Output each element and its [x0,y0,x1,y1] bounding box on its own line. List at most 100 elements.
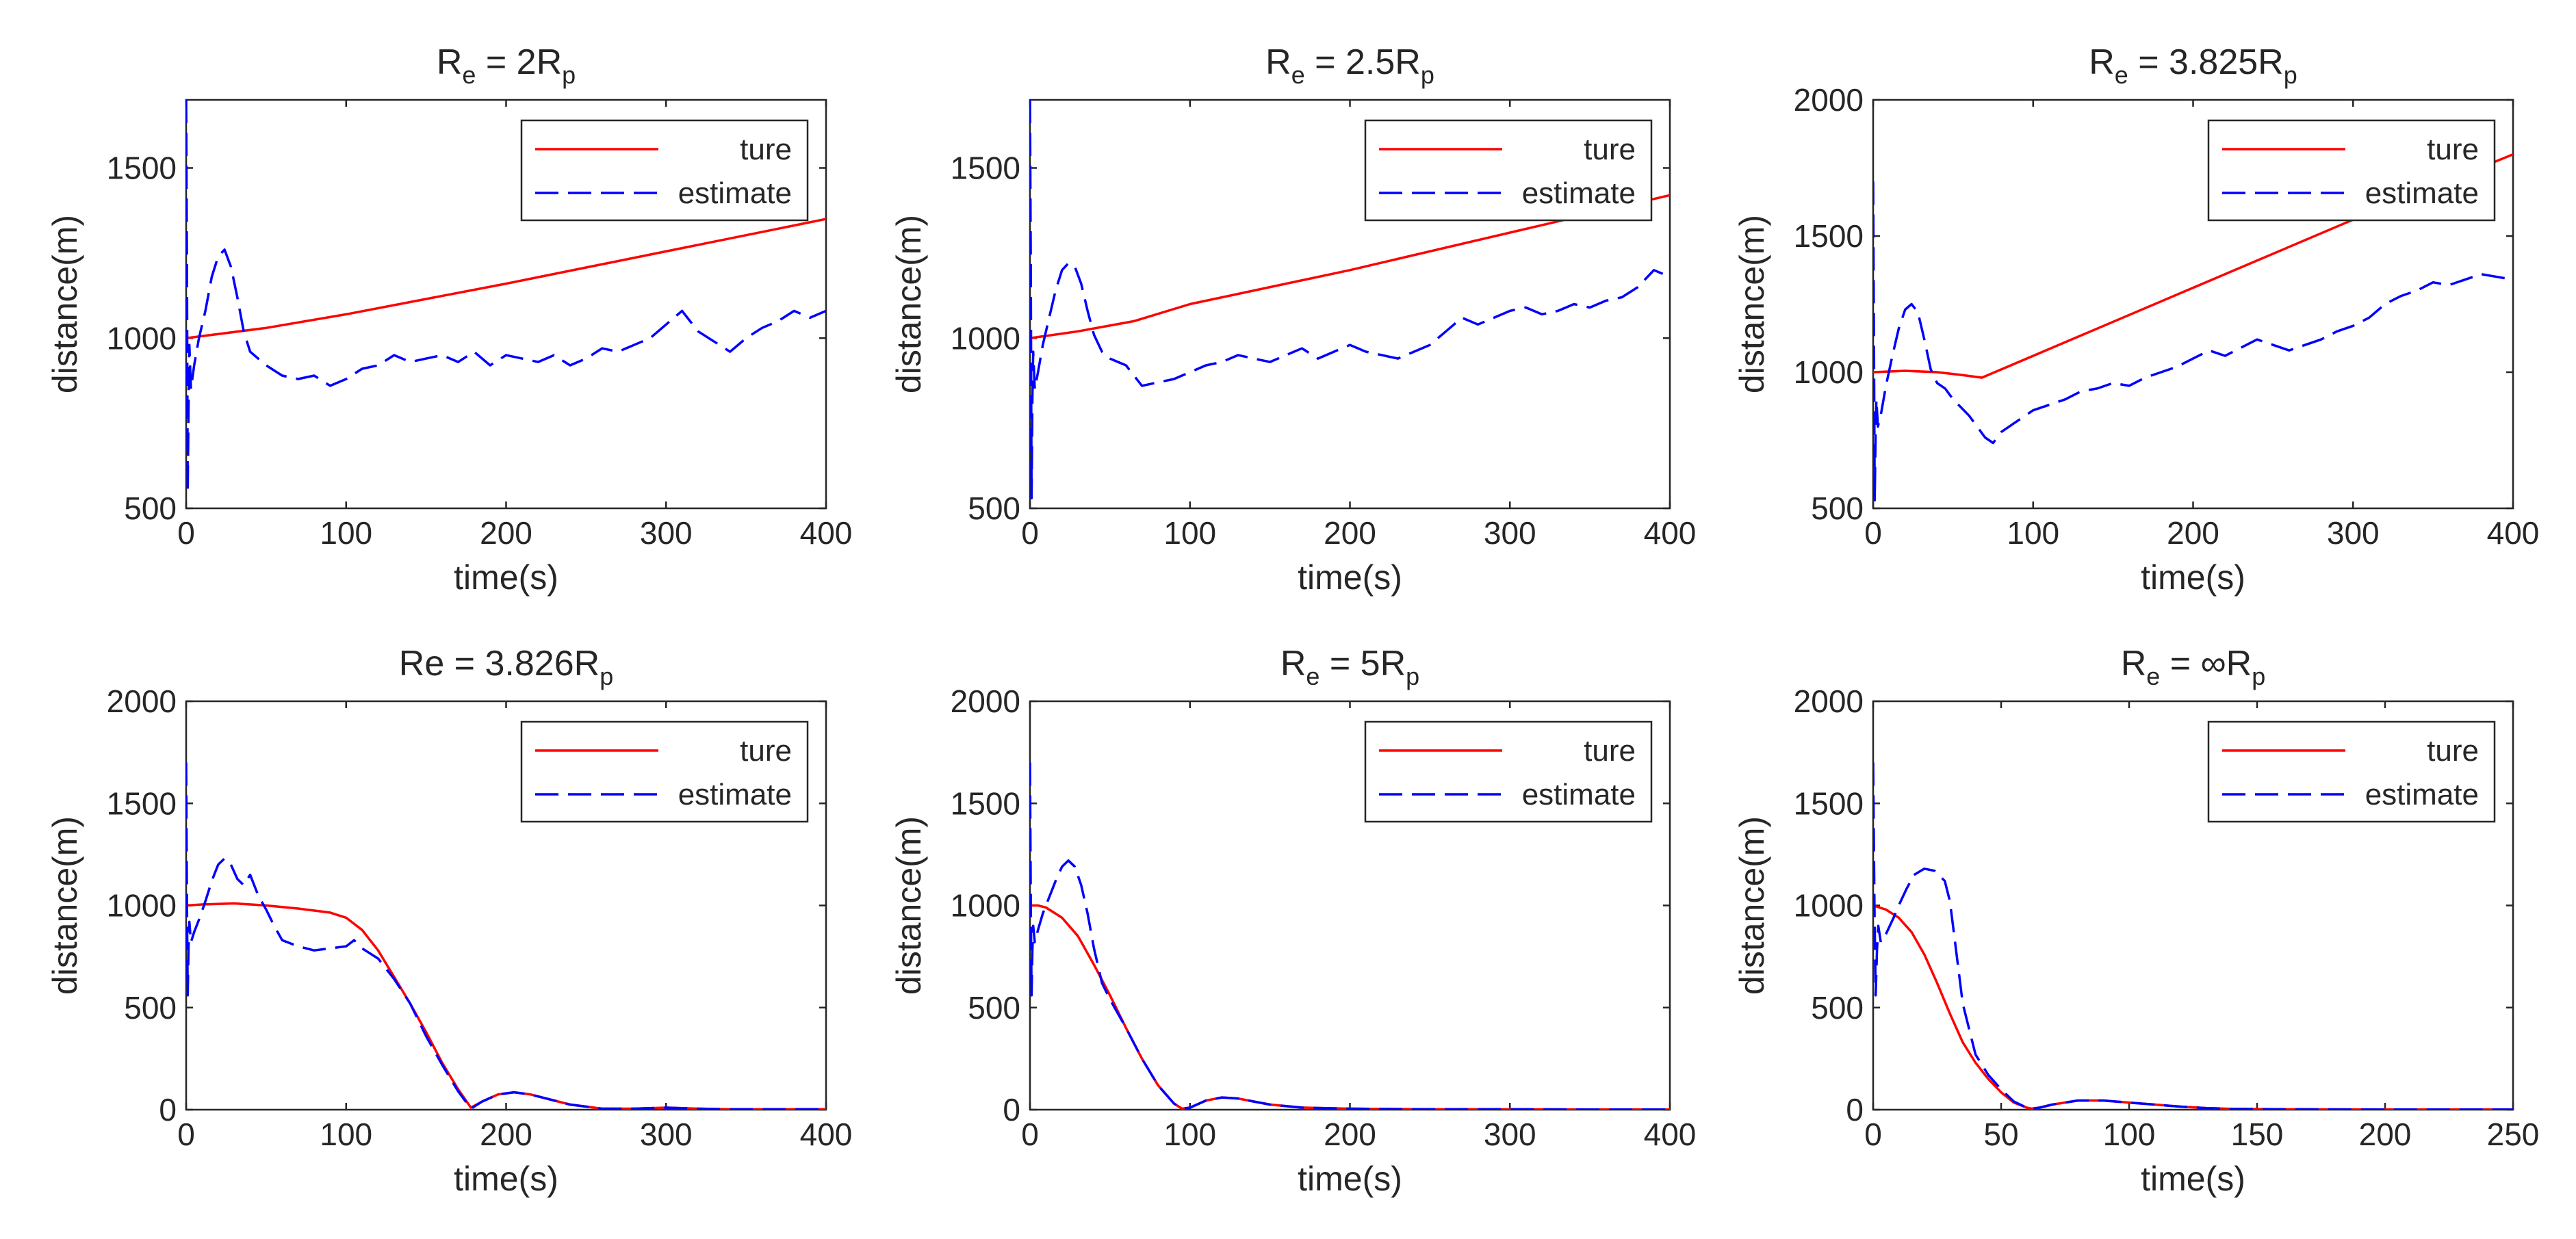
subplot-title: Re = 5Rp [1280,644,1419,690]
legend: ture estimate [1364,720,1653,823]
legend-box [520,119,809,222]
series-ture [186,218,826,340]
x-tick-label: 300 [640,515,693,551]
y-tick-label: 0 [1846,1092,1864,1127]
x-tick-label: 100 [1163,1117,1216,1152]
y-tick-label: 1500 [951,785,1020,821]
x-tick-label: 200 [2167,515,2219,551]
series-estimate [1873,181,2513,501]
y-axis-label: distance(m) [890,816,928,995]
series-estimate [186,762,826,1110]
y-tick-label: 500 [1811,491,1864,526]
x-axis-label: time(s) [2141,558,2245,597]
y-tick-label: 0 [159,1092,177,1127]
x-tick-label: 200 [1324,515,1376,551]
legend: ture estimate [1364,119,1653,222]
y-tick-label: 2000 [951,683,1020,719]
x-tick-label: 100 [2103,1117,2156,1152]
x-tick-label: 0 [1021,515,1039,551]
legend-box [1364,119,1653,222]
legend: ture estimate [2207,720,2496,823]
x-tick-label: 400 [1644,1117,1697,1152]
legend-label-ture: ture [2427,734,2479,768]
y-tick-label: 2000 [1794,683,1864,719]
y-tick-label: 0 [1003,1092,1020,1127]
legend-label-estimate: estimate [678,778,792,811]
y-tick-label: 500 [968,990,1020,1026]
y-tick-label: 500 [124,990,177,1026]
x-axis-label: time(s) [454,1160,558,1198]
x-tick-label: 250 [2487,1117,2540,1152]
y-tick-label: 1000 [1794,354,1864,390]
y-tick-label: 1000 [107,888,177,924]
y-tick-label: 1500 [107,151,177,186]
legend-label-estimate: estimate [1522,177,1636,210]
x-tick-label: 0 [1021,1117,1039,1152]
x-tick-label: 100 [320,1117,372,1152]
y-tick-label: 500 [124,491,177,526]
subplot-6: 0 50 100 150 200 250 0 500 1000 1500 2000 time(s) di… [1733,644,2539,1198]
subplot-4: 0 100 200 300 400 0 500 1000 1500 2000 time(s) dist… [46,644,852,1198]
y-tick-label: 1000 [107,320,177,356]
y-axis-label: distance(m) [1733,215,1771,393]
y-axis-label: distance(m) [890,215,928,393]
y-tick-label: 1000 [951,888,1020,924]
x-tick-label: 0 [1864,1117,1882,1152]
subplot-2: 0 100 200 300 400 500 1000 1500 time(s) distance(… [890,42,1696,597]
series-estimate [1873,762,2513,1110]
series-ture [1030,194,1670,340]
subplot-title: Re = 3.825Rp [2089,42,2297,89]
x-tick-label: 100 [2007,515,2059,551]
x-tick-label: 300 [640,1117,693,1152]
legend-label-ture: ture [740,734,792,768]
subplot-5: 0 100 200 300 400 0 500 1000 1500 2000 time(s) dist… [890,644,1696,1198]
y-tick-label: 500 [1811,990,1864,1026]
y-axis-label: distance(m) [46,215,84,393]
subplot-3: 0 100 200 300 400 500 1000 1500 2000 time(s) dista… [1733,42,2539,597]
y-tick-label: 2000 [107,683,177,719]
x-tick-label: 300 [2327,515,2380,551]
y-tick-label: 1500 [1794,218,1864,254]
subplot-title: Re = ∞Rp [2121,644,2266,690]
x-tick-label: 200 [480,515,532,551]
x-tick-label: 400 [800,1117,853,1152]
x-tick-label: 0 [177,515,195,551]
x-axis-label: time(s) [1298,1160,1402,1198]
x-axis-label: time(s) [2141,1160,2245,1198]
subplot-1: 0 100 200 300 400 500 1000 1500 time(s) distance(… [46,42,852,597]
y-tick-label: 1000 [1794,888,1864,924]
subplot-title: Re = 2Rp [437,42,576,89]
y-axis-label: distance(m) [46,816,84,995]
legend-label-ture: ture [2427,133,2479,166]
x-tick-label: 100 [320,515,372,551]
y-tick-label: 1500 [951,151,1020,186]
legend-label-ture: ture [1584,734,1636,768]
legend-label-ture: ture [740,133,792,166]
x-tick-label: 200 [2359,1117,2412,1152]
y-axis-label: distance(m) [1733,816,1771,995]
y-tick-label: 2000 [1794,82,1864,118]
legend-box [1364,720,1653,823]
legend-box [520,720,809,823]
x-axis-label: time(s) [1298,558,1402,597]
y-tick-label: 1500 [107,785,177,821]
y-tick-label: 500 [968,491,1020,526]
legend: ture estimate [2207,119,2496,222]
x-tick-label: 0 [177,1117,195,1152]
subplot-title: Re = 2.5Rp [1265,42,1434,89]
x-tick-label: 300 [1484,1117,1536,1152]
x-tick-label: 150 [2231,1117,2284,1152]
legend-label-estimate: estimate [678,177,792,210]
x-tick-label: 300 [1484,515,1536,551]
series-estimate [1030,100,1670,499]
x-tick-label: 400 [2487,515,2540,551]
x-tick-label: 400 [1644,515,1697,551]
y-tick-label: 1500 [1794,785,1864,821]
legend: ture estimate [520,720,809,823]
x-tick-label: 400 [800,515,853,551]
legend-label-ture: ture [1584,133,1636,166]
legend-box [2207,720,2496,823]
legend-label-estimate: estimate [2365,778,2479,811]
x-axis-label: time(s) [454,558,558,597]
